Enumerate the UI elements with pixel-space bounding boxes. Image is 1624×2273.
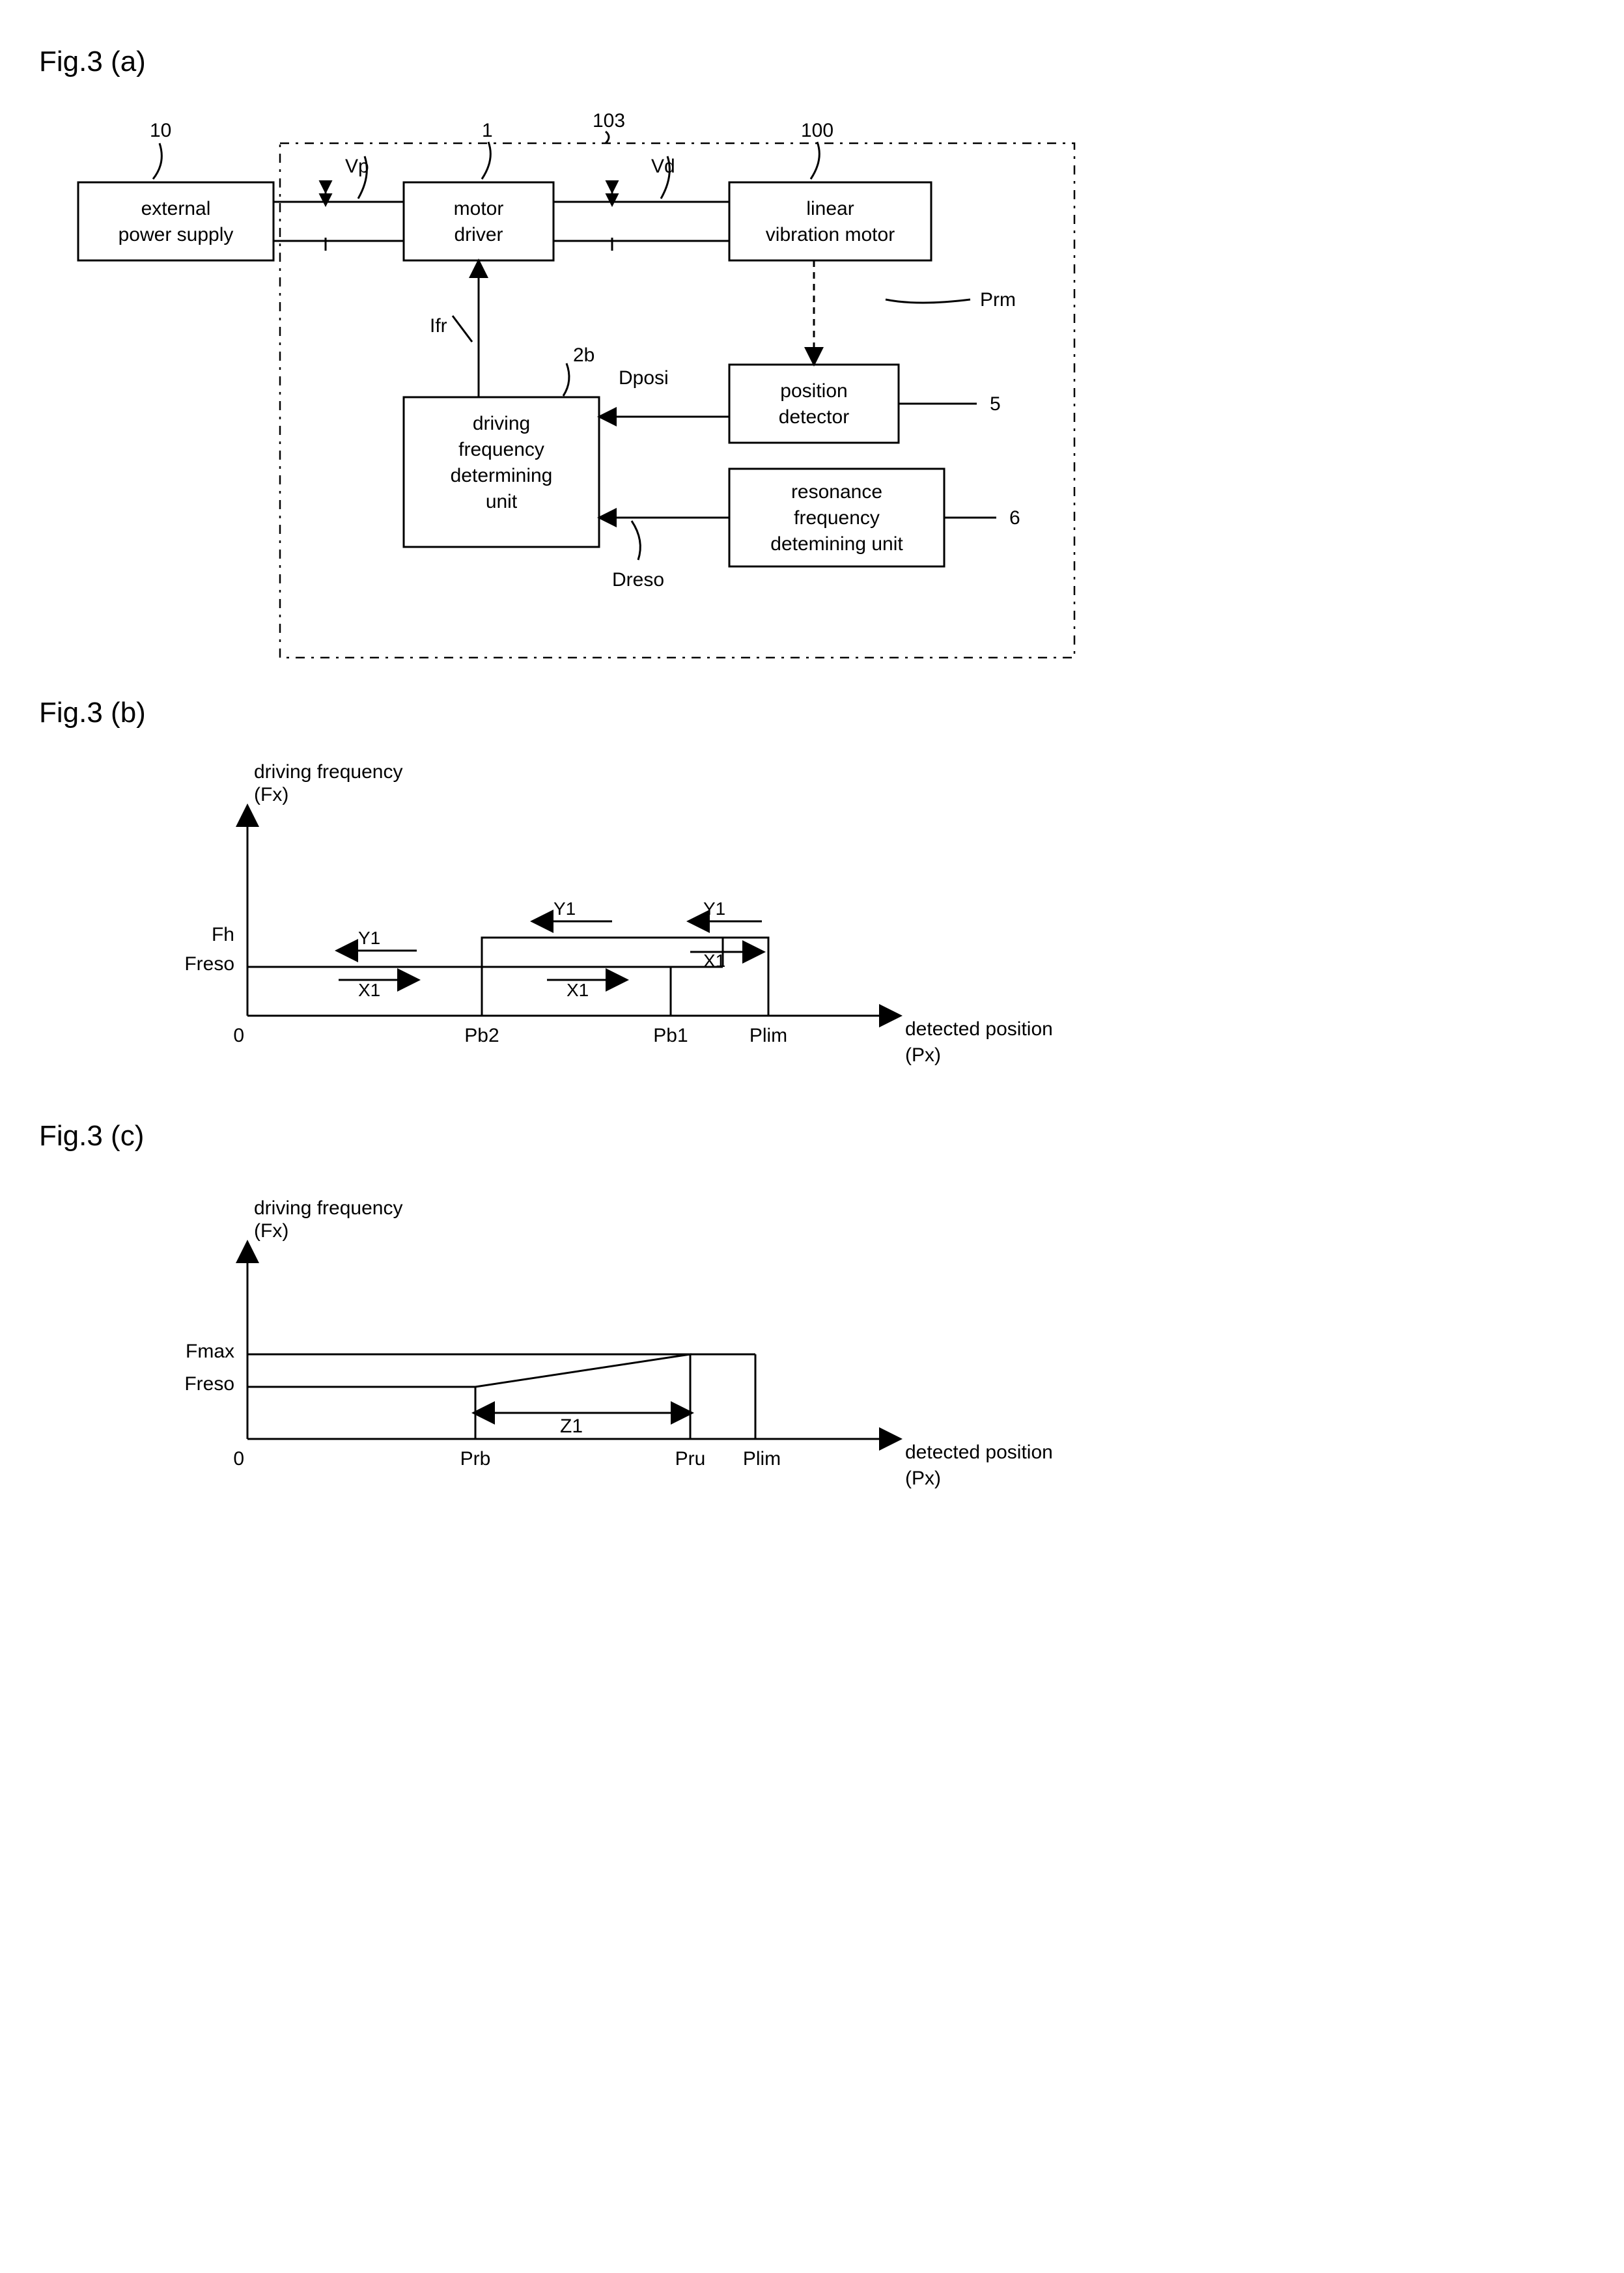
svg-text:resonance: resonance [791, 481, 882, 503]
ref-103: 103 [593, 110, 625, 132]
svg-text:determining: determining [451, 465, 553, 486]
figC-ylabel-2: (Fx) [254, 1220, 288, 1242]
ref-1: 1 [482, 120, 493, 141]
leader-prm [886, 300, 970, 303]
figB-label: Fig.3 (b) [39, 697, 1585, 729]
svg-text:linear: linear [806, 198, 854, 219]
figB-xlabel-1: detected position [905, 1018, 1053, 1040]
svg-text:motor: motor [454, 198, 504, 219]
xtick-0c: 0 [233, 1448, 244, 1470]
ytick-Fh: Fh [212, 924, 234, 945]
ref-10: 10 [150, 120, 171, 141]
xtick-Plim: Plim [749, 1025, 787, 1046]
svg-text:X1: X1 [567, 980, 589, 1000]
node-external-power: external power supply [78, 182, 273, 260]
xtick-Pb2: Pb2 [464, 1025, 499, 1046]
node-motor-driver: motor driver [404, 182, 553, 260]
figC-xlabel-1: detected position [905, 1442, 1053, 1463]
label-Vd: Vd [651, 156, 675, 177]
label-Dreso: Dreso [612, 569, 664, 591]
ytick-Freso: Freso [184, 953, 234, 975]
svg-text:power supply: power supply [119, 224, 234, 245]
node-position-detector: position detector [729, 365, 899, 443]
xtick-Pb1: Pb1 [653, 1025, 688, 1046]
figA-label: Fig.3 (a) [39, 46, 1585, 78]
label-Dposi: Dposi [619, 367, 669, 389]
svg-text:Y1: Y1 [358, 928, 380, 948]
figB-ylabel-1: driving frequency [254, 761, 402, 783]
svg-text:Y1: Y1 [703, 899, 725, 919]
leader-100 [811, 142, 819, 179]
xtick-Prb: Prb [460, 1448, 491, 1470]
figB-chart: Fh Freso driving frequency (Fx) Y1 X1 Y1… [39, 742, 1585, 1100]
ramp-curve [247, 1354, 690, 1439]
leader-1 [482, 142, 490, 179]
figB-ylabel-2: (Fx) [254, 784, 288, 805]
xtick-0: 0 [233, 1025, 244, 1046]
figB-xlabel-2: (Px) [905, 1044, 941, 1066]
leader-2b [563, 363, 569, 396]
svg-text:external: external [141, 198, 211, 219]
node-resonance-unit: resonance frequency detemining unit [729, 469, 944, 566]
label-Z1: Z1 [560, 1415, 583, 1437]
ref-6: 6 [1009, 507, 1020, 529]
svg-text:position: position [780, 380, 847, 402]
label-Ifr: Ifr [430, 315, 447, 337]
ref-2b: 2b [573, 344, 595, 366]
ref-100: 100 [801, 120, 833, 141]
leader-103 [606, 132, 609, 143]
dash-container [280, 143, 1074, 658]
figC-chart: driving frequency (Fx) Fmax Freso Z1 0 P… [39, 1165, 1585, 1524]
svg-text:frequency: frequency [458, 439, 544, 460]
figC-label: Fig.3 (c) [39, 1120, 1585, 1152]
figC-xlabel-2: (Px) [905, 1468, 941, 1489]
label-Prm: Prm [980, 289, 1016, 311]
svg-text:frequency: frequency [794, 507, 880, 529]
figA-diagram: external power supply 10 motor driver 1 … [39, 91, 1585, 677]
svg-text:driver: driver [454, 224, 503, 245]
svg-text:vibration motor: vibration motor [766, 224, 895, 245]
xtick-Plimc: Plim [743, 1448, 781, 1470]
leader-10 [153, 143, 161, 179]
svg-text:detector: detector [779, 406, 849, 428]
xtick-Pru: Pru [675, 1448, 706, 1470]
ytick-Fmax: Fmax [186, 1341, 234, 1362]
svg-text:X1: X1 [358, 980, 380, 1000]
node-dfu: driving frequency determining unit [404, 397, 599, 547]
ytick-Freso: Freso [184, 1373, 234, 1395]
node-linear-motor: linear vibration motor [729, 182, 931, 260]
svg-text:unit: unit [486, 491, 518, 512]
svg-text:detemining unit: detemining unit [770, 533, 903, 555]
figC-ylabel-1: driving frequency [254, 1197, 402, 1219]
svg-text:X1: X1 [703, 951, 725, 971]
step-curve-upper [247, 938, 768, 1016]
svg-text:Y1: Y1 [553, 899, 576, 919]
svg-text:driving: driving [473, 413, 530, 434]
ref-5: 5 [990, 393, 1001, 415]
